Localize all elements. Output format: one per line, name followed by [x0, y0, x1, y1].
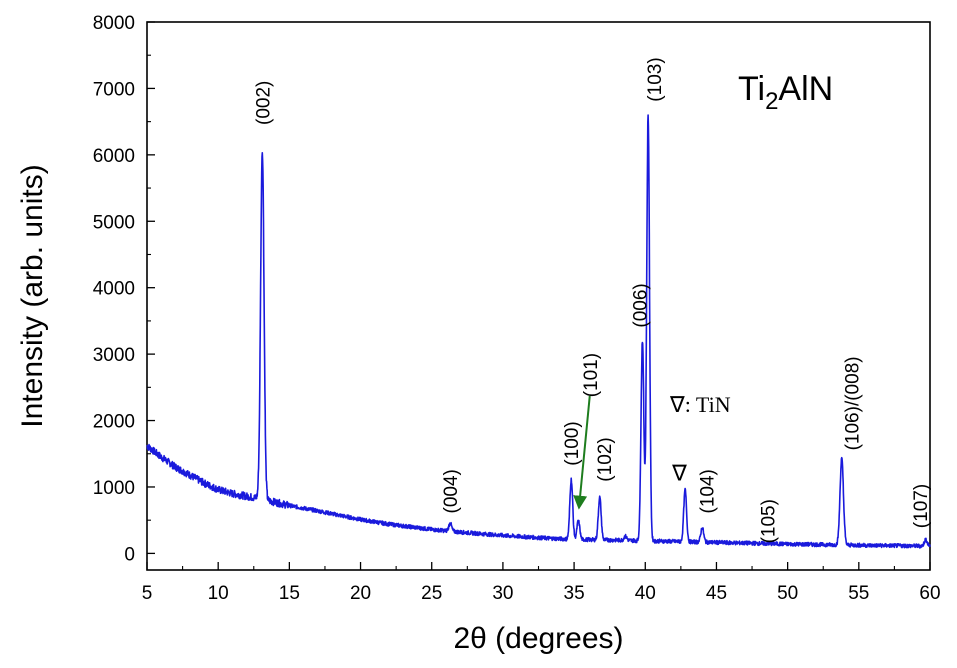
peak-label: (105) — [759, 499, 780, 543]
peak-label: (103) — [645, 57, 666, 101]
x-tick-label: 10 — [208, 583, 229, 604]
x-tick-label: 15 — [279, 583, 300, 604]
y-tick-label: 6000 — [93, 146, 135, 167]
peak-label: (006) — [631, 283, 652, 327]
y-tick-label: 4000 — [93, 279, 135, 300]
xrd-spectrum-line — [146, 114, 931, 549]
peak-label: (100) — [562, 421, 583, 465]
y-tick-label: 2000 — [93, 412, 135, 433]
y-axis-label: Intensity (arb. units) — [16, 164, 49, 427]
y-tick-label: 0 — [124, 544, 135, 565]
x-tick-label: 40 — [635, 583, 656, 604]
y-tick-label: 5000 — [93, 212, 135, 233]
x-tick-label: 55 — [848, 583, 869, 604]
peak-label: (102) — [595, 437, 616, 481]
peak-label: (106)/(008) — [843, 356, 864, 450]
x-tick-label: 20 — [350, 583, 371, 604]
tin-peak-marker: ∇ — [671, 460, 687, 485]
peak-label: (104) — [698, 469, 719, 513]
peak-label: (107) — [911, 484, 932, 528]
x-tick-label: 35 — [564, 583, 585, 604]
peak-label: (002) — [253, 81, 274, 125]
x-tick-label: 60 — [919, 583, 940, 604]
x-tick-label: 45 — [706, 583, 727, 604]
labels-layer: (002) (004) (100) (101) (102) (006) (103) (104)… — [253, 57, 932, 543]
x-axis-label: 2θ (degrees) — [453, 622, 623, 655]
axes: 5 10 15 20 25 30 35 40 45 50 55 60 0 1000 2000 3000 4000… — [16, 13, 941, 655]
title-subscript: 2 — [765, 88, 778, 115]
x-tick-label: 5 — [142, 583, 153, 604]
y-tick-label: 7000 — [93, 79, 135, 100]
y-tick-label: 8000 — [93, 13, 135, 34]
x-tick-label: 30 — [492, 583, 513, 604]
title-rest: AlN — [778, 70, 833, 108]
plot-area — [146, 114, 931, 549]
title-main: Ti — [738, 70, 765, 108]
y-tick-label: 3000 — [93, 345, 135, 366]
x-tick-label: 50 — [777, 583, 798, 604]
green-arrow — [573, 395, 591, 510]
x-tick-label: 25 — [421, 583, 442, 604]
peak-label: (004) — [441, 469, 462, 513]
peak-label: (101) — [581, 353, 602, 397]
chart-title: Ti2AlN — [738, 70, 833, 115]
y-tick-label: 1000 — [93, 478, 135, 499]
tin-legend-note: ∇: TiN — [669, 392, 731, 417]
